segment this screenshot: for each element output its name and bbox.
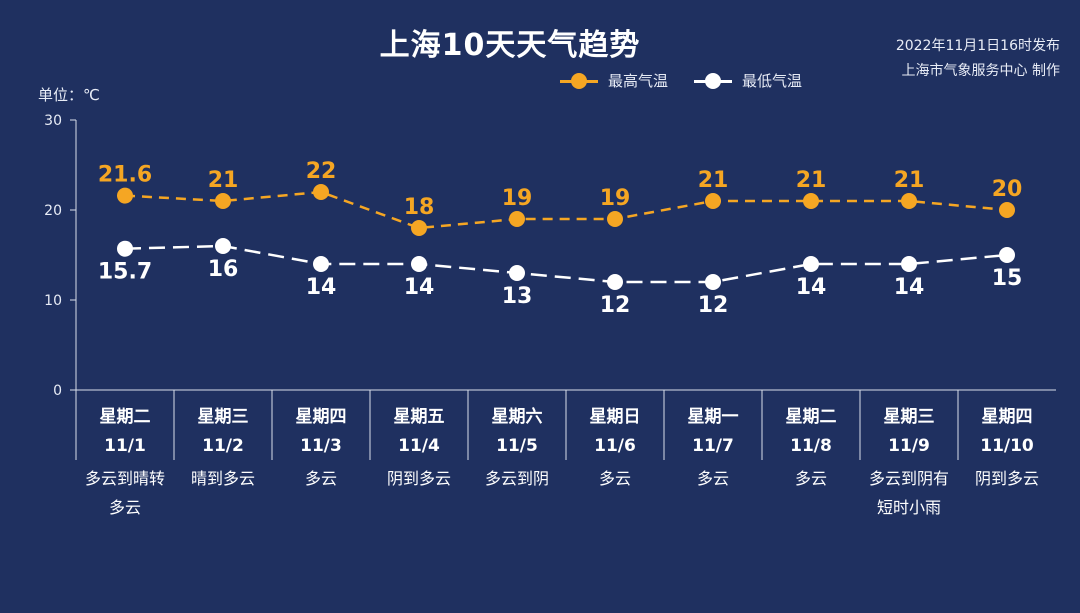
weather-label: 阴到多云 <box>975 469 1039 488</box>
weather-label: 晴到多云 <box>191 469 255 488</box>
weather-label: 多云 <box>305 469 337 488</box>
legend-item-low: 最低气温 <box>694 70 802 91</box>
data-point-low <box>999 247 1015 263</box>
weekday-label: 星期三 <box>198 407 249 427</box>
data-label-low: 14 <box>404 275 435 300</box>
data-point-high <box>509 211 525 227</box>
data-label-low: 15.7 <box>98 260 152 285</box>
unit-label: 单位：℃ <box>38 86 100 104</box>
data-label-low: 12 <box>600 293 631 318</box>
data-point-high <box>411 220 427 236</box>
data-point-high <box>803 193 819 209</box>
weekday-label: 星期一 <box>688 407 739 427</box>
data-point-high <box>999 202 1015 218</box>
weekday-label: 星期日 <box>590 407 641 427</box>
y-tick-label: 0 <box>53 383 62 399</box>
date-label: 11/2 <box>202 436 244 456</box>
legend-label-high: 最高气温 <box>608 72 669 90</box>
legend-swatch-high <box>560 71 598 91</box>
weather-label: 阴到多云 <box>387 469 451 488</box>
data-point-low <box>705 274 721 290</box>
weather-label: 多云 <box>599 469 631 488</box>
data-label-high: 21.6 <box>98 163 152 188</box>
legend-swatch-low <box>694 71 733 91</box>
date-label: 11/10 <box>980 436 1034 456</box>
data-label-low: 15 <box>992 266 1023 291</box>
weekday-label: 星期四 <box>982 407 1033 427</box>
weekday-label: 星期五 <box>394 407 445 427</box>
weather-label: 短时小雨 <box>877 498 941 517</box>
data-label-high: 18 <box>404 195 435 220</box>
issue-time: 2022年11月1日16时发布 <box>895 38 1060 54</box>
data-label-high: 19 <box>502 186 533 211</box>
y-tick-label: 10 <box>44 293 62 309</box>
data-label-low: 14 <box>894 275 925 300</box>
data-point-low <box>215 238 231 254</box>
date-label: 11/8 <box>790 436 832 456</box>
data-point-low <box>411 256 427 272</box>
issue-info: 2022年11月1日16时发布 上海市气象服务中心 制作 <box>896 34 1060 84</box>
y-tick-label: 30 <box>44 113 62 129</box>
series-line-low <box>124 244 1008 284</box>
legend: 最高气温 最低气温 <box>560 70 802 91</box>
data-point-high <box>607 211 623 227</box>
weekday-label: 星期二 <box>100 407 151 427</box>
data-label-low: 13 <box>502 284 533 309</box>
data-point-low <box>803 256 819 272</box>
data-label-high: 21 <box>208 168 239 193</box>
weekday-label: 星期三 <box>884 407 935 427</box>
date-label: 11/1 <box>104 436 146 456</box>
date-label: 11/5 <box>496 436 538 456</box>
date-label: 11/3 <box>300 436 342 456</box>
weekday-label: 星期六 <box>492 406 543 427</box>
legend-item-high: 最高气温 <box>560 70 668 91</box>
weekday-label: 星期四 <box>296 407 347 427</box>
chart-title: 上海10天天气趋势 <box>379 28 641 63</box>
weather-label: 多云 <box>109 498 141 517</box>
data-point-low <box>607 274 623 290</box>
date-label: 11/7 <box>692 436 734 456</box>
data-point-high <box>215 193 231 209</box>
data-label-low: 14 <box>796 275 827 300</box>
data-label-low: 14 <box>306 275 337 300</box>
date-label: 11/9 <box>888 436 930 456</box>
data-label-low: 16 <box>208 257 239 282</box>
data-label-high: 22 <box>306 159 337 184</box>
weather-label: 多云 <box>697 469 729 488</box>
data-label-high: 21 <box>796 168 827 193</box>
date-label: 11/6 <box>594 436 636 456</box>
series-line-high <box>124 190 1008 230</box>
data-point-high <box>313 184 329 200</box>
data-point-low <box>901 256 917 272</box>
weekday-label: 星期二 <box>786 407 837 427</box>
legend-label-low: 最低气温 <box>742 72 803 90</box>
data-point-high <box>117 187 133 204</box>
y-tick-label: 20 <box>44 203 62 219</box>
data-point-low <box>509 265 525 281</box>
data-label-high: 20 <box>992 177 1023 202</box>
weather-label: 多云 <box>795 469 827 488</box>
data-point-high <box>705 193 721 209</box>
data-point-high <box>901 193 917 209</box>
issue-producer: 上海市气象服务中心 制作 <box>901 63 1060 79</box>
data-label-high: 21 <box>894 168 925 193</box>
weather-label: 多云到阴 <box>485 469 549 488</box>
date-label: 11/4 <box>398 436 440 456</box>
weather-label: 多云到晴转 <box>85 469 165 488</box>
data-label-low: 12 <box>698 293 729 318</box>
data-label-high: 21 <box>698 168 729 193</box>
data-point-low <box>117 240 133 257</box>
data-point-low <box>313 256 329 272</box>
weather-label: 多云到阴有 <box>869 469 949 488</box>
data-label-high: 19 <box>600 186 631 211</box>
